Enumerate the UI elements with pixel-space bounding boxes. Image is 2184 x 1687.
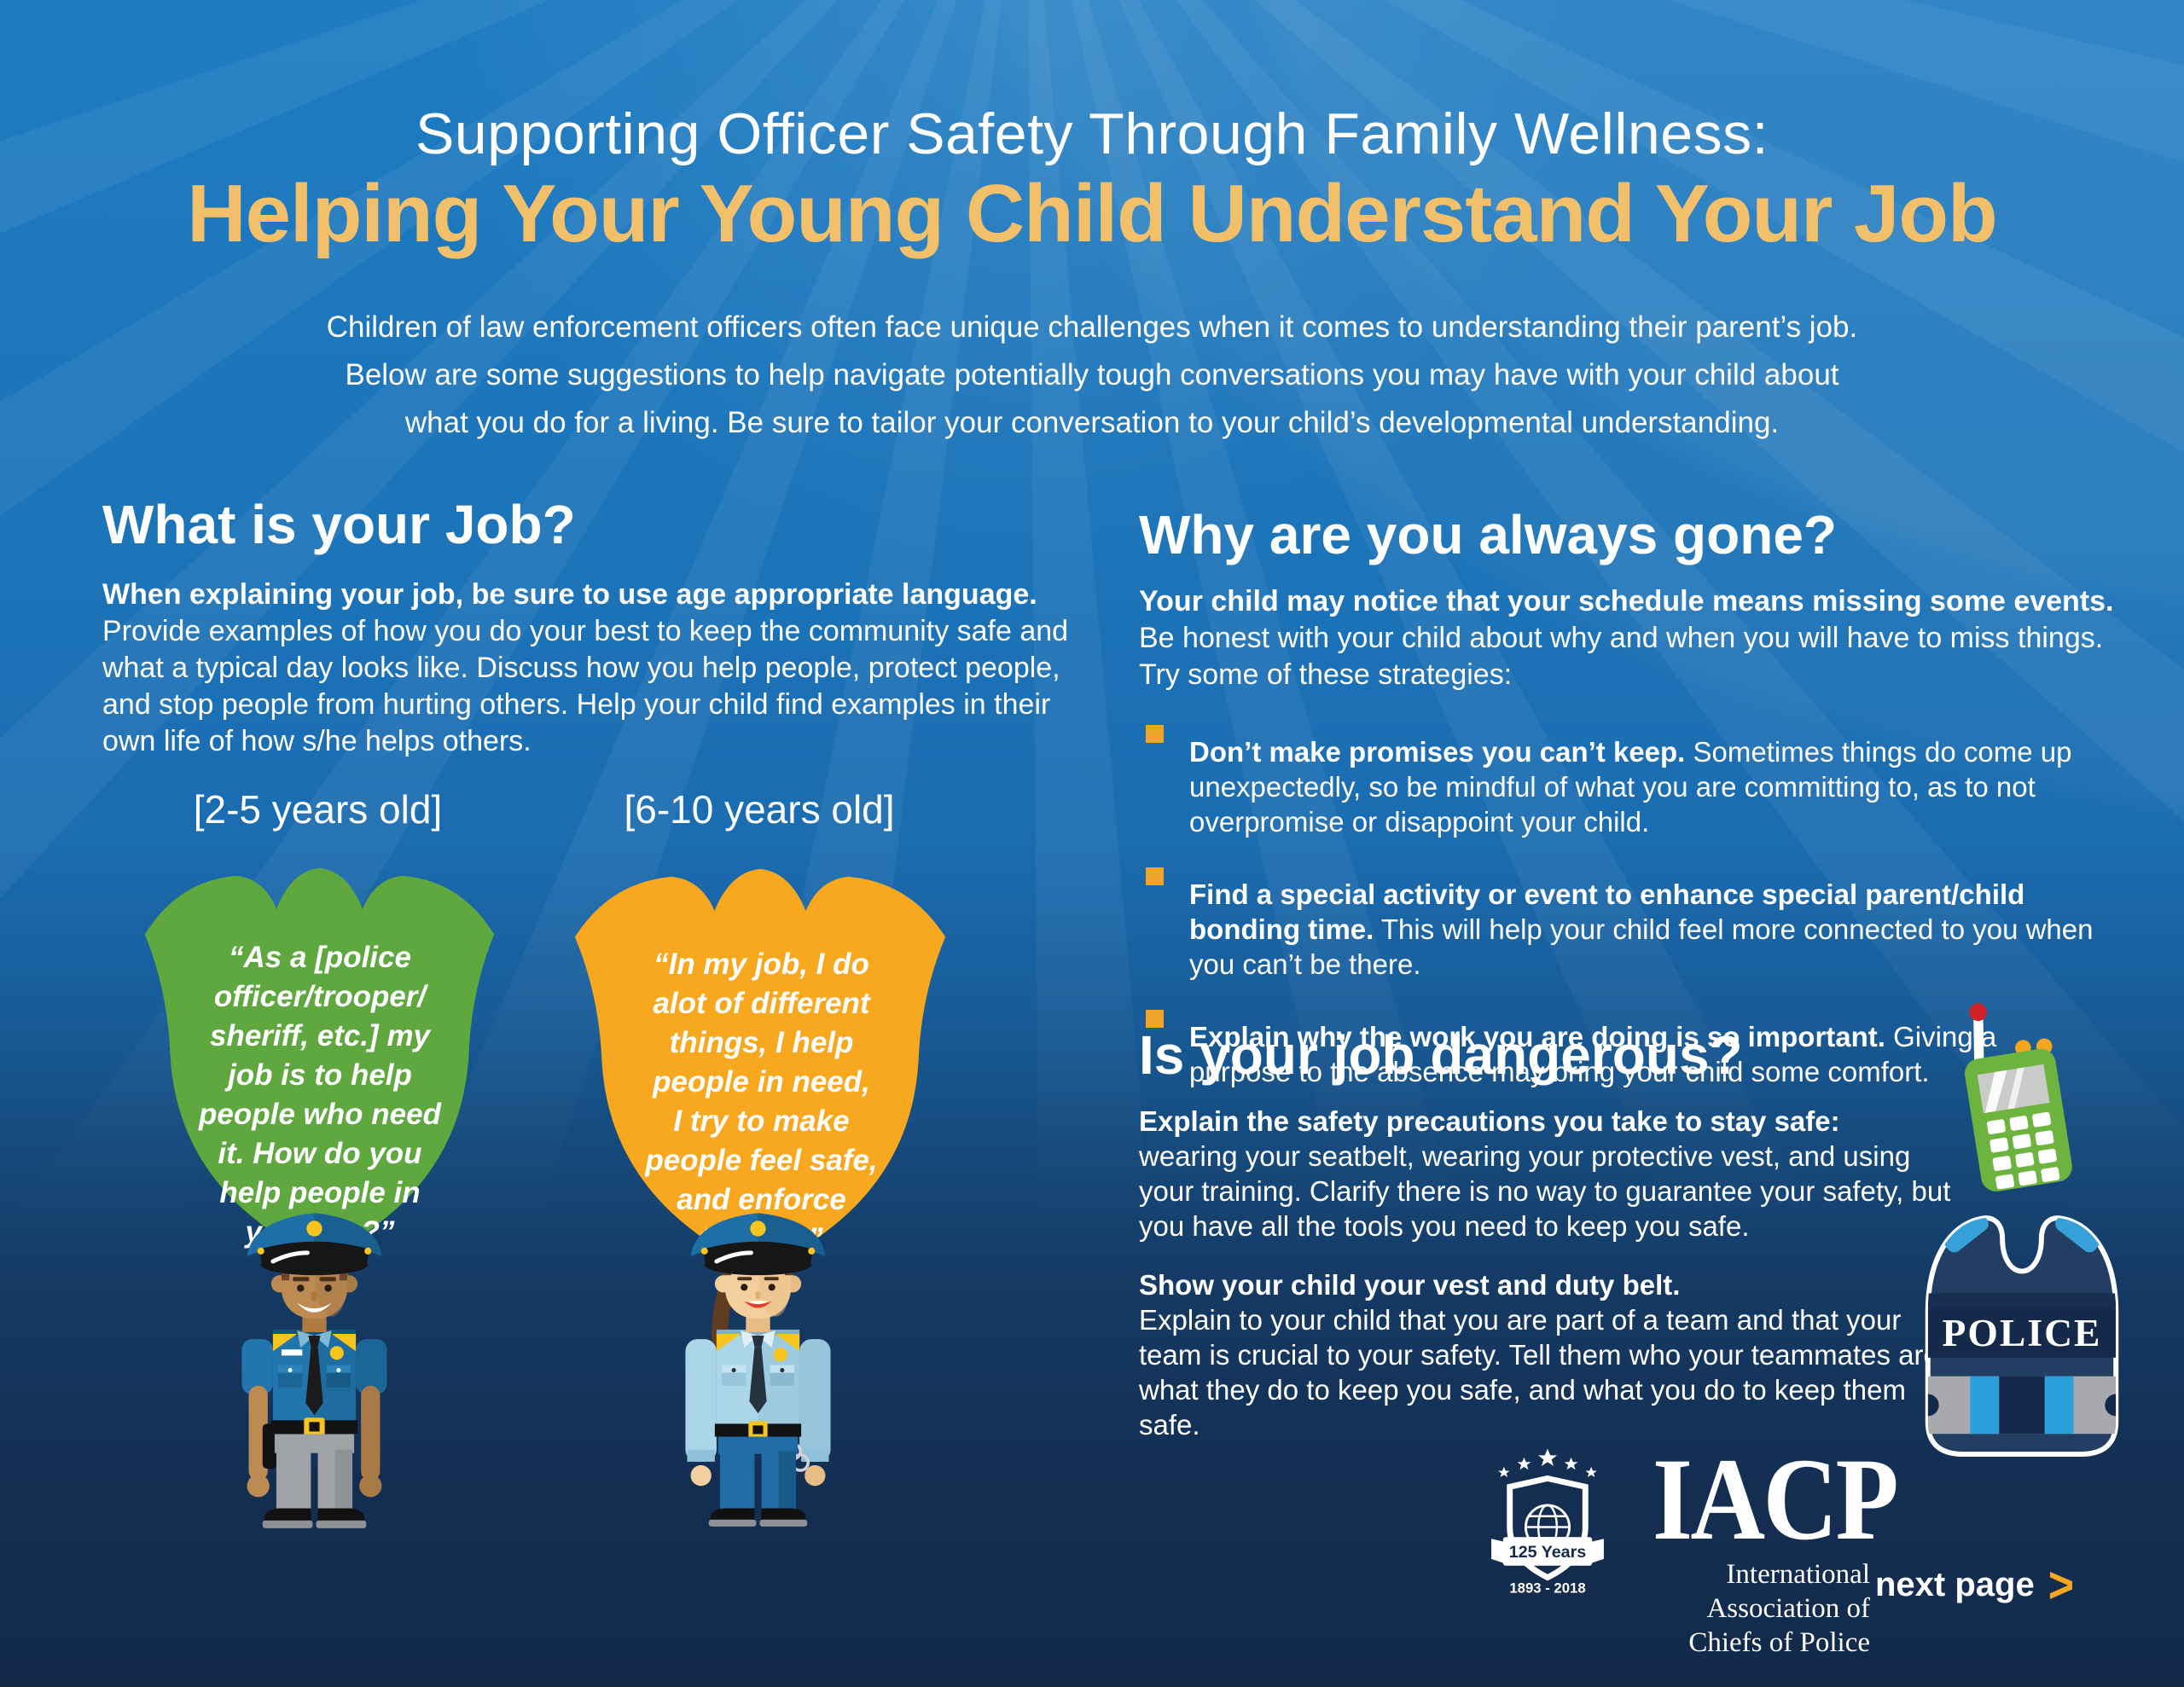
officer-hat — [690, 1213, 826, 1276]
female-officer-illustration — [685, 1213, 831, 1527]
why-gone-lead: Your child may notice that your schedule… — [1139, 585, 2114, 617]
section-what-is-your-job: What is your Job? When explaining your j… — [102, 495, 1096, 760]
radio-keypad — [1986, 1111, 2060, 1190]
list-item: Find a special activity or event to enha… — [1139, 858, 2137, 982]
why-gone-lead-rest: Be honest with your child about why and … — [1139, 622, 2104, 691]
dangerous-heading: Is your job dangerous? — [1139, 1024, 1743, 1086]
what-job-body: Provide examples of how you do your best… — [102, 615, 1069, 757]
badge-orange-6-10 — [574, 868, 946, 1272]
officer-legs — [262, 1434, 367, 1528]
intro-paragraph: Children of law enforcement officers oft… — [326, 310, 1858, 439]
iacp-org-line2: Chiefs of Police — [1688, 1627, 1870, 1658]
male-officer-illustration — [241, 1213, 387, 1528]
officer-torso — [272, 1307, 357, 1423]
iacp-org-line1: International Association of — [1706, 1559, 1870, 1624]
bullet-bold: Explain why the work you are doing is so… — [1189, 1021, 1885, 1052]
list-item: Don’t make promises you can’t keep. Some… — [1139, 716, 2137, 839]
badge-orange-shape — [574, 868, 946, 1272]
radio-antenna-tip — [1969, 1003, 1987, 1022]
why-gone-heading: Why are you always gone? — [1139, 504, 1837, 565]
what-job-heading: What is your Job? — [102, 494, 576, 555]
bullet-bold: Find a special activity or event to enha… — [1189, 878, 2025, 945]
iacp-logo: 125 Years 1893 - 2018 IACP International… — [1483, 1434, 1899, 1660]
what-job-lead: When explaining your job, be sure to use… — [102, 578, 1037, 611]
vest-police-band — [1927, 1308, 2117, 1358]
bullet-rest: Sometimes things do come up unexpectedly… — [1189, 736, 2072, 838]
badge-green-shape — [144, 867, 495, 1261]
bullet-text: Don’t make promises you can’t keep. Some… — [1189, 734, 2094, 839]
bullet-rest: This will help your child feel more conn… — [1189, 913, 2094, 980]
why-gone-paragraph: Your child may notice that your schedule… — [1139, 583, 2137, 693]
police-radio-illustration — [1965, 1003, 2072, 1191]
logo-banner-text: 125 Years — [1509, 1543, 1587, 1562]
strategy-list: Don’t make promises you can’t keep. Some… — [1139, 716, 2137, 1089]
badge-green-2-5 — [144, 867, 495, 1261]
radio-antenna — [1973, 1016, 1984, 1068]
next-page-arrow-icon: > — [2048, 1557, 2075, 1614]
next-page-label: next page — [1875, 1566, 2035, 1603]
bullet-square-icon — [1146, 1010, 1164, 1028]
section-is-job-dangerous: Is your job dangerous? Explain the safet… — [1139, 1025, 1958, 1442]
logo-stars — [1498, 1448, 1597, 1478]
officer-hat — [247, 1213, 382, 1276]
next-page-button[interactable]: next page > — [1875, 1557, 2075, 1614]
logo-dates-text: 1893 - 2018 — [1509, 1580, 1585, 1596]
page-title: Helping Your Young Child Understand Your… — [187, 168, 1997, 259]
dangerous-p1-rest: wearing your seatbelt, wearing your prot… — [1139, 1140, 1951, 1242]
section-why-always-gone: Why are you always gone? Your child may … — [1139, 505, 2137, 1108]
page-subtitle: Supporting Officer Safety Through Family… — [415, 101, 1769, 166]
vest-police-label: POLICE — [1942, 1311, 2101, 1354]
officer-belt — [262, 1417, 358, 1469]
officer-legs — [708, 1436, 808, 1527]
bullet-text: Find a special activity or event to enha… — [1189, 877, 2094, 982]
bullet-square-icon — [1146, 725, 1164, 743]
dangerous-p2-rest: Explain to your child that you are part … — [1139, 1304, 1947, 1441]
iacp-org-name: International Association of Chiefs of P… — [1623, 1557, 1870, 1660]
logo-ribbon — [1491, 1537, 1604, 1566]
iacp-shield-icon: 125 Years 1893 - 2018 — [1491, 1448, 1604, 1596]
bullet-square-icon — [1146, 867, 1164, 885]
dangerous-p2-bold: Show your child your vest and duty belt. — [1139, 1269, 1681, 1301]
officer-torso — [716, 1307, 800, 1426]
bullet-bold: Don’t make promises you can’t keep. — [1189, 736, 1686, 768]
what-job-paragraph: When explaining your job, be sure to use… — [102, 577, 1096, 760]
age-label-2-5: [2-5 years old] — [193, 787, 443, 832]
iacp-wordmark: IACP International Association of Chiefs… — [1623, 1434, 1899, 1660]
dangerous-paragraph-2: Show your child your vest and duty belt.… — [1139, 1267, 1958, 1442]
dangerous-paragraph-1: Explain the safety precautions you take … — [1139, 1104, 1958, 1244]
badge-quote-2-5: “As a [police officer/trooper/ sheriff, … — [199, 941, 441, 1249]
dangerous-p1-bold: Explain the safety precautions you take … — [1139, 1105, 1840, 1137]
police-vest-illustration: POLICE — [1925, 1215, 2119, 1458]
age-label-6-10: [6-10 years old] — [624, 787, 895, 832]
iacp-acronym: IACP — [1652, 1434, 1899, 1564]
